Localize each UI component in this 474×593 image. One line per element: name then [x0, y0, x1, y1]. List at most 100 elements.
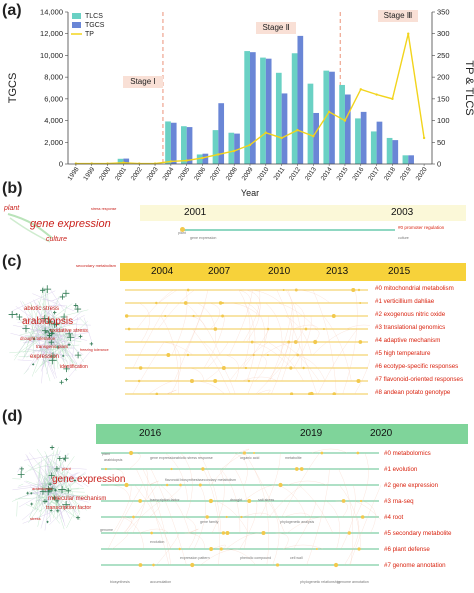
point-tp — [407, 32, 410, 35]
network-node — [8, 310, 16, 319]
timeline-link — [124, 484, 158, 534]
timeline-node — [178, 547, 181, 551]
timeline-link — [243, 289, 282, 304]
y-tick-label-right: 0 — [437, 160, 441, 169]
network-node — [32, 337, 36, 341]
network-edge — [57, 330, 62, 358]
x-axis-title: Year — [241, 188, 259, 198]
network-edge — [35, 491, 60, 524]
y-tick-label-right: 50 — [437, 138, 445, 147]
panel-c-network-label: identification — [60, 364, 88, 370]
x-tick-label: 2017 — [367, 166, 381, 182]
panel-b-network-label: gene expression — [30, 218, 111, 230]
network-edge — [26, 338, 68, 362]
timeline-link — [203, 468, 220, 566]
timeline-link — [243, 289, 261, 343]
point-tp — [391, 97, 394, 101]
bar-tgcs — [250, 52, 256, 164]
network-node — [65, 488, 71, 494]
stage-box — [378, 10, 418, 22]
network-node — [65, 330, 74, 338]
network-node — [56, 509, 60, 513]
bar-tgcs — [297, 35, 304, 165]
timeline-link — [203, 341, 236, 395]
network-edge — [52, 297, 62, 301]
timeline-node — [289, 366, 293, 370]
panel-d-year: 2019 — [300, 428, 323, 439]
panel-d-term: accumulation — [150, 580, 172, 584]
point-tp — [248, 143, 252, 147]
timeline-node — [331, 314, 336, 318]
timeline-link — [189, 380, 225, 395]
network-node — [30, 502, 34, 506]
timeline-node — [359, 301, 362, 305]
timeline-link — [134, 484, 172, 550]
timeline-link — [277, 484, 307, 518]
timeline-link — [160, 315, 179, 395]
network-node — [49, 509, 53, 512]
timeline-link — [112, 532, 129, 550]
panel-c-network-label: expression — [30, 354, 60, 360]
timeline-node — [240, 515, 243, 519]
network-edge — [50, 334, 76, 364]
network-node — [48, 339, 55, 345]
timeline-link — [335, 500, 348, 518]
panel-d-year-band — [96, 424, 468, 444]
y-tick-label-left: 14,000 — [40, 8, 63, 17]
panel-c-timeline — [124, 287, 370, 395]
panel-a-label: (a) — [2, 2, 22, 19]
panel-b-timeline — [184, 229, 395, 231]
timeline-node — [198, 483, 202, 487]
timeline-node — [322, 327, 326, 331]
network-edge — [44, 477, 73, 486]
timeline-link — [204, 367, 220, 382]
panel-c-network-label: secondary metabolism — [76, 263, 117, 268]
network-edge — [18, 483, 24, 487]
timeline-link — [210, 452, 238, 486]
timeline-node — [357, 288, 361, 292]
timeline-link — [165, 452, 188, 502]
panel-c-year: 2013 — [326, 266, 349, 277]
panel-d-term: metabolite — [285, 456, 302, 460]
timeline-link — [276, 289, 317, 395]
panel-d-term: gene expression — [150, 456, 177, 460]
network-edge — [49, 489, 74, 517]
network-edge — [22, 308, 50, 330]
timeline-link — [160, 484, 190, 534]
network-node — [48, 356, 57, 365]
panel-c-year: 2007 — [208, 266, 231, 277]
timeline-link — [185, 302, 221, 356]
timeline-link — [192, 328, 231, 395]
timeline-link — [148, 480, 159, 486]
panel-b-timeline-dot — [180, 227, 185, 232]
panel-b-year: 2003 — [391, 207, 414, 218]
panel-d-term: gene family — [200, 520, 219, 524]
timeline-link — [293, 500, 317, 550]
stage-label: Stage Ⅰ — [130, 77, 156, 86]
panel-d-label: (d) — [2, 408, 23, 425]
point-tp — [296, 128, 299, 132]
bar-tgcs — [344, 94, 351, 164]
timeline-link — [246, 289, 261, 317]
network-edge — [37, 300, 67, 352]
network-node — [46, 318, 54, 326]
panel-d-term: arabidopsis — [104, 458, 123, 462]
timeline-node — [261, 530, 266, 536]
network-node — [58, 485, 66, 494]
network-node — [16, 314, 23, 320]
bar-tgcs — [281, 93, 288, 164]
timeline-node — [302, 366, 305, 370]
network-node — [55, 498, 60, 503]
timeline-link — [296, 354, 326, 382]
network-node — [73, 479, 77, 482]
network-edge — [58, 456, 68, 492]
timeline-link — [229, 289, 252, 304]
timeline-node — [166, 353, 171, 357]
timeline-link — [234, 468, 249, 550]
network-edge — [17, 359, 32, 361]
network-edge — [17, 466, 21, 473]
panel-d-term: plant — [102, 452, 110, 456]
network-node — [46, 520, 49, 524]
timeline-link — [183, 289, 208, 356]
panel-c-network — [8, 285, 94, 385]
